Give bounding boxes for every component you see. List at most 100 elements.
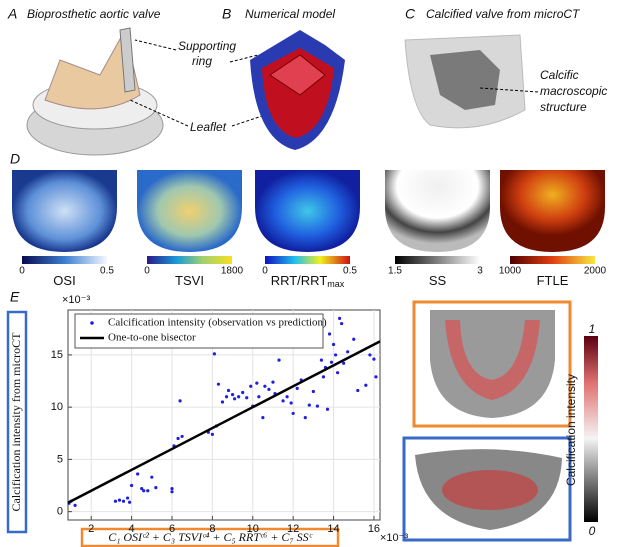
colorbar-label-text: SS xyxy=(429,273,447,288)
panel-letter: D xyxy=(10,151,20,167)
legend-swatch xyxy=(90,321,94,325)
valve-illustration xyxy=(27,28,163,155)
scatter-point xyxy=(281,399,284,402)
scatter-point xyxy=(290,401,293,404)
scatter-point xyxy=(231,393,234,396)
colorbar-label: SS xyxy=(429,273,447,288)
scatter-point xyxy=(150,476,153,479)
scatter-point xyxy=(271,380,274,383)
scatter-point xyxy=(326,408,329,411)
panel-letter: A xyxy=(7,6,17,22)
scatter-point xyxy=(286,395,289,398)
scatter-point xyxy=(178,399,181,402)
x-tick-label: 16 xyxy=(368,523,380,535)
colorbar-label: OSI xyxy=(53,273,75,288)
scatter-point xyxy=(336,371,339,374)
scatter-point xyxy=(338,317,341,320)
scatter-point xyxy=(257,395,260,398)
axis-multiplier: ×10⁻³ xyxy=(62,294,90,306)
scatter-point xyxy=(114,500,117,503)
colorbar xyxy=(584,336,598,522)
colorbar-label-text: OSI xyxy=(53,273,75,288)
scatter-point xyxy=(334,353,337,356)
scatter-point xyxy=(255,382,258,385)
annotation: Calcific xyxy=(540,68,579,82)
colorbar xyxy=(510,256,595,264)
scatter-point xyxy=(73,504,76,507)
scatter-point xyxy=(320,359,323,362)
panel-letter: E xyxy=(10,289,20,305)
panel-title: Calcified valve from microCT xyxy=(426,7,581,21)
scatter-point xyxy=(233,397,236,400)
colorbar-label-text: FTLE xyxy=(537,273,569,288)
scatter-point xyxy=(211,433,214,436)
x-tick-label: 6 xyxy=(169,523,175,535)
scatter-point xyxy=(128,501,131,504)
legend-label: Calcification intensity (observation vs … xyxy=(108,317,327,329)
annotation: Supporting xyxy=(178,39,236,53)
scatter-point xyxy=(374,375,377,378)
scatter-point xyxy=(330,361,333,364)
scatter-point xyxy=(146,489,149,492)
annotation: Leaflet xyxy=(190,120,227,134)
scatter-point xyxy=(308,403,311,406)
colorbar-tick-label: 0 xyxy=(262,266,268,277)
scatter-point xyxy=(352,338,355,341)
colorbar xyxy=(147,256,232,264)
colorbar-tick-label: 2000 xyxy=(584,266,607,277)
colorbar-label-text: TSVI xyxy=(175,273,204,288)
scatter-point xyxy=(322,375,325,378)
scatter-point xyxy=(263,385,266,388)
scatter-point xyxy=(316,405,319,408)
x-tick-label: 8 xyxy=(209,523,215,535)
heatmap xyxy=(385,170,490,252)
scatter-point xyxy=(312,390,315,393)
scatter-point xyxy=(277,359,280,362)
scatter-point xyxy=(225,395,228,398)
x-tick-label: 2 xyxy=(88,523,94,535)
y-tick-label: 15 xyxy=(51,349,63,361)
scatter-point xyxy=(241,391,244,394)
scatter-point xyxy=(304,416,307,419)
scatter-point xyxy=(237,395,240,398)
colorbar-tick-label: 1 xyxy=(589,322,596,336)
scatter-point xyxy=(227,389,230,392)
scatter-point xyxy=(372,358,375,361)
colorbar xyxy=(395,256,480,264)
colorbar-tick-label: 0.5 xyxy=(100,266,114,277)
scatter-point xyxy=(217,383,220,386)
colorbar-tick-label: 0 xyxy=(589,524,596,538)
colorbar-label-text: RRT/RRT xyxy=(271,273,328,288)
scatter-point xyxy=(154,486,157,489)
panel-letter: B xyxy=(222,6,231,22)
scatter-point xyxy=(142,489,145,492)
scatter-point xyxy=(130,484,133,487)
scatter-point xyxy=(136,472,139,475)
annotation: structure xyxy=(540,100,587,114)
scatter-point xyxy=(267,388,270,391)
colorbar-label: TSVI xyxy=(175,273,204,288)
annotation: ring xyxy=(192,54,212,68)
panel-title: Numerical model xyxy=(245,7,335,21)
scatter-point xyxy=(296,387,299,390)
scatter-point xyxy=(213,352,216,355)
scatter-point xyxy=(346,350,349,353)
colorbar-label: RRT/RRTmax xyxy=(271,273,345,289)
x-tick-label: 10 xyxy=(247,523,259,535)
annotation: macroscopic xyxy=(540,84,607,98)
colorbar-tick-label: 1000 xyxy=(499,266,522,277)
panel-letter: C xyxy=(405,6,416,22)
axis-multiplier: ×10⁻³ xyxy=(380,532,408,544)
colorbar-tick-label: 1.5 xyxy=(388,266,402,277)
colorbar-label-subscript: max xyxy=(327,279,345,289)
scatter-point xyxy=(126,496,129,499)
model-illustration xyxy=(250,30,345,150)
scatter-point xyxy=(332,343,335,346)
scatter-point xyxy=(249,385,252,388)
arrow xyxy=(135,40,176,50)
legend-label: One-to-one bisector xyxy=(108,332,196,344)
heatmap xyxy=(12,170,117,252)
colorbar xyxy=(265,256,350,264)
y-tick-label: 5 xyxy=(57,453,63,465)
scatter-point xyxy=(176,437,179,440)
